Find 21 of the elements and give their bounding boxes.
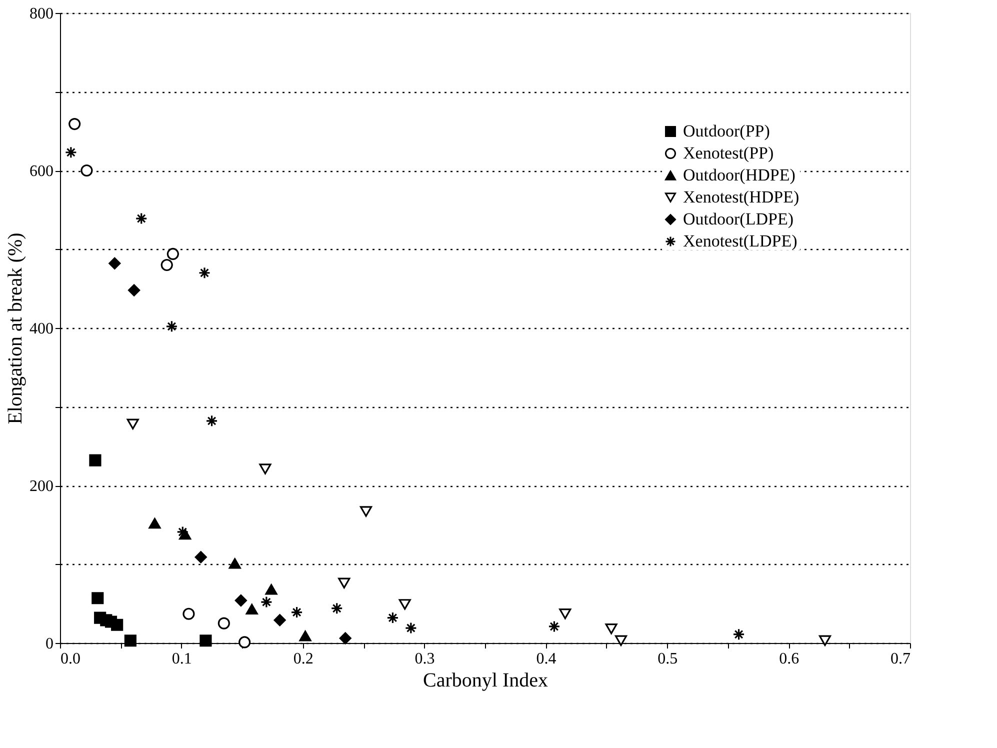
- x-tick-label: 0.1: [172, 650, 192, 668]
- x-tick-label: 0.0: [60, 650, 80, 668]
- legend-label: Xenotest(LDPE): [683, 232, 798, 250]
- y-tick-label: 600: [30, 163, 54, 180]
- x-tick-label: 0.2: [293, 650, 314, 668]
- y-axis-title: Elongation at break (%): [4, 232, 26, 424]
- legend-label: Xenotest(HDPE): [683, 188, 800, 206]
- x-tick-label: 0.5: [658, 650, 678, 668]
- y-tick-label: 800: [30, 6, 54, 22]
- x-tick-label: 0.3: [414, 650, 435, 668]
- legend-label: Outdoor(HDPE): [683, 166, 796, 184]
- y-tick-label: 0: [46, 636, 54, 652]
- x-tick-label: 0.6: [779, 650, 800, 668]
- legend-label: Outdoor(PP): [683, 122, 770, 140]
- y-tick-label: 400: [30, 320, 54, 338]
- x-axis-title: Carbonyl Index: [423, 670, 548, 692]
- x-tick-label: 0.4: [536, 650, 556, 668]
- legend-label: Outdoor(LDPE): [683, 210, 794, 228]
- y-tick-label: 200: [30, 478, 54, 495]
- legend-label: Xenotest(PP): [683, 144, 774, 162]
- x-tick-label: 0.7: [890, 650, 910, 668]
